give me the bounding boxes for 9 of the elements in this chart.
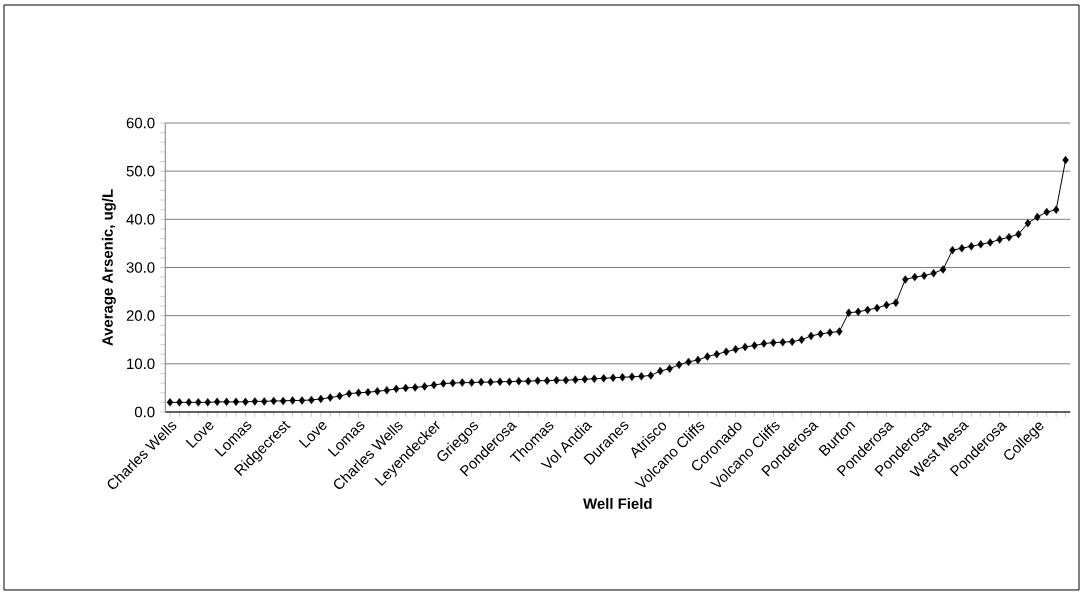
y-tick-label: 20.0 xyxy=(126,310,155,321)
y-axis-title: Average Arsenic, ug/L xyxy=(101,189,116,346)
x-axis-title: Well Field xyxy=(583,498,652,509)
y-tick-label: 0.0 xyxy=(134,406,155,418)
y-tick-label: 60.0 xyxy=(126,117,155,129)
y-tick-label: 10.0 xyxy=(127,358,155,370)
y-tick-label: 50.0 xyxy=(126,165,155,177)
y-tick-label: 30.0 xyxy=(126,262,155,273)
y-tick-label: 40.0 xyxy=(126,214,155,225)
